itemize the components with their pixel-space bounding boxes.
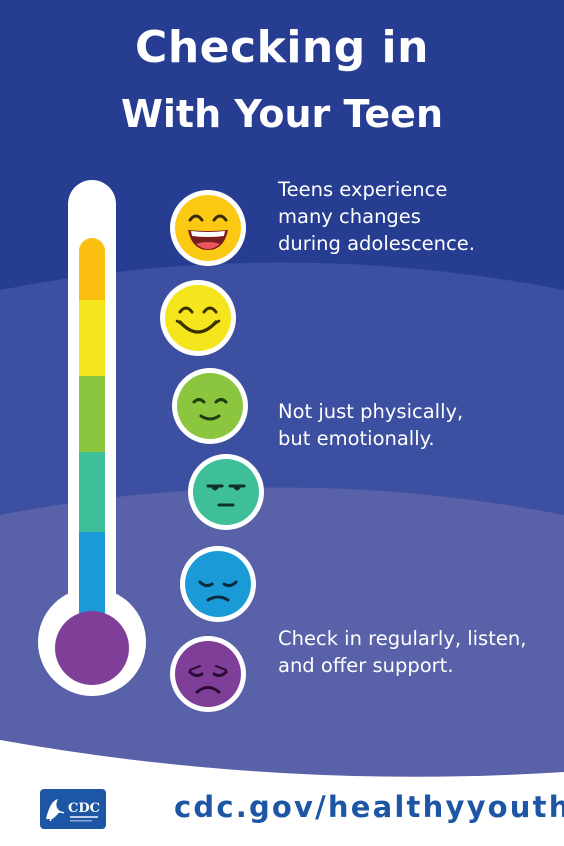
- message-emotionally: Not just physically, but emotionally.: [278, 400, 464, 450]
- cdc-healthy-youth-link[interactable]: cdc.gov/healthyyouth: [174, 790, 564, 824]
- sad-face-icon: [180, 546, 256, 622]
- cdc-logo-icon: CDC: [40, 789, 106, 829]
- very-sad-face-icon: [170, 636, 246, 712]
- happy-face-icon: [160, 280, 236, 356]
- title-line-2: With Your Teen: [120, 92, 444, 136]
- message-adolescence: Teens experience many changes during ado…: [278, 178, 475, 255]
- cdc-logo-text: CDC: [68, 801, 100, 816]
- very-happy-face-icon: [170, 190, 246, 266]
- neutral-face-icon: [188, 454, 264, 530]
- title-line-1: Checking in: [135, 22, 429, 73]
- message-check-in: Check in regularly, listen, and offer su…: [278, 627, 527, 677]
- content-face-icon: [172, 368, 248, 444]
